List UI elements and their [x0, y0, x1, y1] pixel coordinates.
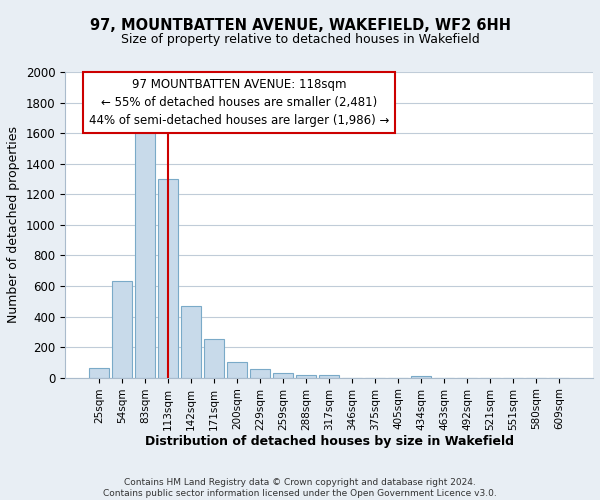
- Bar: [250, 369, 270, 378]
- Bar: [158, 179, 178, 378]
- Y-axis label: Number of detached properties: Number of detached properties: [7, 126, 20, 324]
- Bar: [112, 282, 131, 378]
- Text: Size of property relative to detached houses in Wakefield: Size of property relative to detached ho…: [121, 32, 479, 46]
- Text: 97, MOUNTBATTEN AVENUE, WAKEFIELD, WF2 6HH: 97, MOUNTBATTEN AVENUE, WAKEFIELD, WF2 6…: [89, 18, 511, 32]
- Bar: [227, 362, 247, 378]
- Bar: [296, 374, 316, 378]
- Bar: [135, 133, 155, 378]
- Bar: [319, 376, 339, 378]
- Text: Contains HM Land Registry data © Crown copyright and database right 2024.
Contai: Contains HM Land Registry data © Crown c…: [103, 478, 497, 498]
- Bar: [204, 340, 224, 378]
- Bar: [412, 376, 431, 378]
- Bar: [273, 373, 293, 378]
- Bar: [181, 306, 200, 378]
- Bar: [89, 368, 109, 378]
- Text: 97 MOUNTBATTEN AVENUE: 118sqm
← 55% of detached houses are smaller (2,481)
44% o: 97 MOUNTBATTEN AVENUE: 118sqm ← 55% of d…: [89, 78, 389, 127]
- X-axis label: Distribution of detached houses by size in Wakefield: Distribution of detached houses by size …: [145, 435, 514, 448]
